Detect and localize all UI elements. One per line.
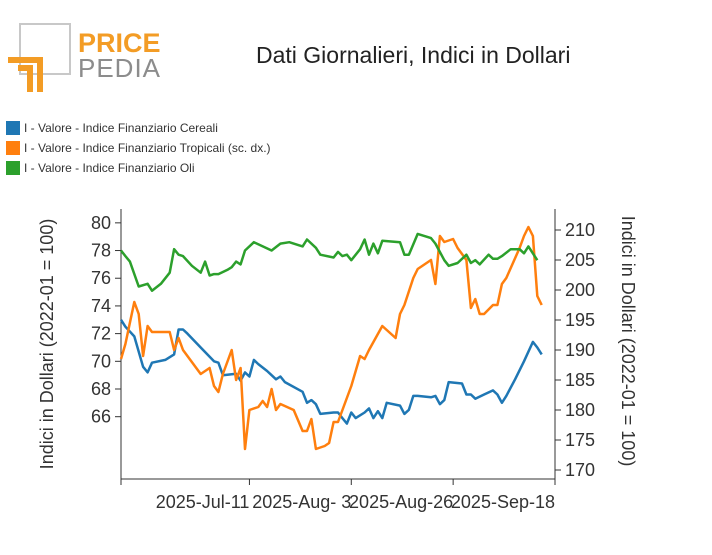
legend-item-tropicali[interactable]: I - Valore - Indice Finanziario Tropical… (6, 138, 271, 158)
y-tick-label-left: 70 (91, 351, 111, 371)
y-tick-label-right: 205 (565, 250, 595, 270)
y-tick-label-left: 72 (91, 324, 111, 344)
y-tick-label-left: 78 (91, 241, 111, 261)
legend-item-oli[interactable]: I - Valore - Indice Finanziario Oli (6, 158, 271, 178)
legend-label-cereali: I - Valore - Indice Finanziario Cereali (24, 121, 218, 135)
y-tick-label-right: 175 (565, 430, 595, 450)
series-line-1 (119, 225, 543, 451)
x-tick-label: 2025-Aug- 3 (252, 492, 351, 512)
chart-title: Dati Giornalieri, Indici in Dollari (256, 42, 571, 68)
logo-orange-corner-outer (8, 57, 43, 92)
legend-label-tropicali: I - Valore - Indice Finanziario Tropical… (24, 141, 271, 155)
logo-text-price: PRICE (78, 28, 161, 58)
logo-orange-corner-inner (18, 65, 33, 92)
x-tick-label: 2025-Sep-18 (451, 492, 555, 512)
logo-grey-frame (19, 23, 71, 75)
y-tick-label-right: 180 (565, 400, 595, 420)
y-tick-label-right: 210 (565, 220, 595, 240)
y-tick-label-right: 200 (565, 280, 595, 300)
y-tick-label-left: 80 (91, 213, 111, 233)
legend-label-oli: I - Valore - Indice Finanziario Oli (24, 161, 195, 175)
legend-item-cereali[interactable]: I - Valore - Indice Finanziario Cereali (6, 118, 271, 138)
x-tick-label: 2025-Aug-26 (349, 492, 453, 512)
logo-text-pedia: PEDIA (78, 53, 161, 83)
chart-legend: I - Valore - Indice Finanziario Cereali … (6, 118, 271, 178)
y-axis-title-right: Indici in Dollari (2022-01 = 100) (618, 216, 638, 467)
legend-swatch-cereali (6, 121, 20, 135)
y-tick-label-left: 74 (91, 296, 111, 316)
legend-swatch-oli (6, 161, 20, 175)
y-tick-label-right: 195 (565, 310, 595, 330)
pricepedia-logo: PRICE PEDIA (8, 23, 161, 92)
series-line-2 (120, 232, 539, 292)
series-line-0 (119, 319, 543, 425)
legend-swatch-tropicali (6, 141, 20, 155)
y-tick-label-left: 76 (91, 268, 111, 288)
y-tick-label-left: 68 (91, 379, 111, 399)
y-tick-label-left: 66 (91, 407, 111, 427)
x-tick-label: 2025-Jul-11 (156, 492, 250, 512)
y-tick-label-right: 170 (565, 460, 595, 480)
y-tick-label-right: 185 (565, 370, 595, 390)
y-axis-title-left: Indici in Dollari (2022-01 = 100) (37, 219, 57, 470)
y-tick-label-right: 190 (565, 340, 595, 360)
